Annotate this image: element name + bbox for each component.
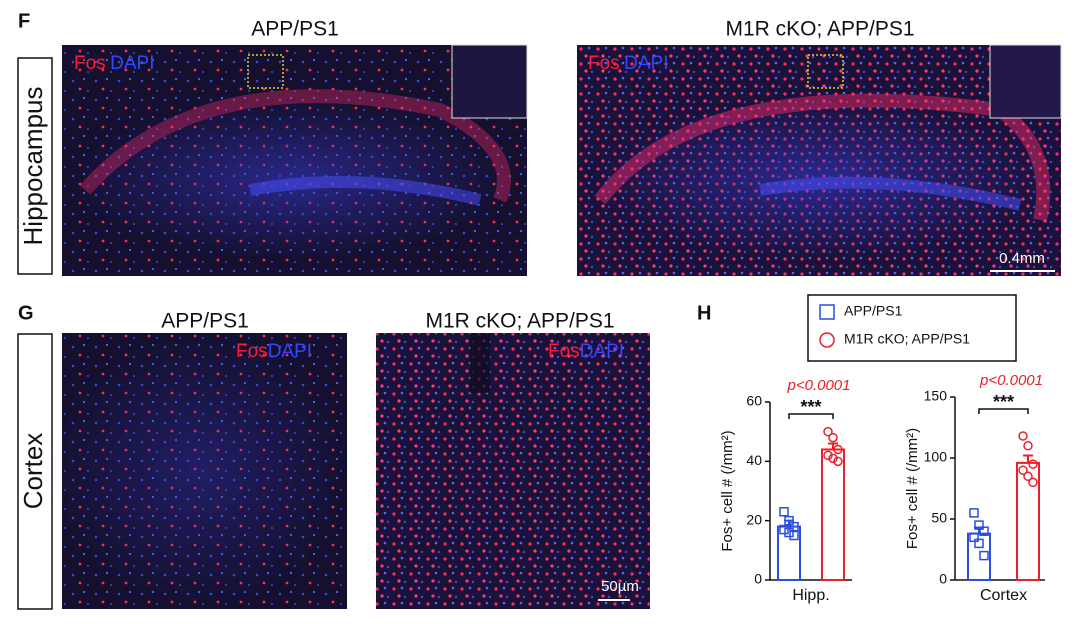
point <box>784 515 794 526</box>
x-tick-label: Hipp. <box>792 587 829 604</box>
stain-label: Fos DAPI <box>74 53 155 74</box>
y-tick-label: 150 <box>924 388 948 404</box>
bar <box>821 448 845 582</box>
y-tick-label: 20 <box>746 511 762 527</box>
error-bar <box>1023 454 1033 463</box>
point <box>789 521 799 532</box>
point <box>974 538 984 549</box>
error-bar <box>828 442 838 450</box>
y-axis-label: Fos+ cell # (/mm²) <box>719 430 736 551</box>
point <box>823 450 833 461</box>
point <box>823 426 833 437</box>
point <box>779 524 789 535</box>
y-tick-label: 60 <box>746 393 762 409</box>
micrograph <box>62 44 528 276</box>
legend-box <box>807 294 1017 362</box>
point <box>789 530 799 541</box>
x-tick-label: Cortex <box>980 587 1027 604</box>
point <box>979 526 989 536</box>
legend-marker <box>819 332 835 348</box>
point <box>974 520 984 530</box>
point <box>1028 477 1038 488</box>
point <box>833 444 843 455</box>
row-label-box <box>17 333 53 610</box>
point <box>828 453 838 464</box>
point <box>979 550 989 561</box>
point <box>1023 471 1033 482</box>
image-title: M1R cKO; APP/PS1 <box>725 18 914 41</box>
p-value: p<0.0001 <box>787 377 851 394</box>
panel-label: H <box>697 302 711 324</box>
point <box>833 456 843 467</box>
row-label: Hippocampus <box>18 87 48 246</box>
row-label-box <box>17 57 53 275</box>
panel-label: F <box>18 10 30 32</box>
point <box>1018 465 1028 475</box>
image-title: APP/PS1 <box>161 310 249 333</box>
point <box>1028 459 1038 469</box>
legend-marker <box>819 304 835 320</box>
legend-label: APP/PS1 <box>844 303 903 319</box>
point <box>969 532 979 543</box>
stain-label: Fos DAPI <box>588 53 669 74</box>
image-title: M1R cKO; APP/PS1 <box>425 310 614 333</box>
stain-label: FosDAPI <box>548 341 624 362</box>
point <box>828 432 838 443</box>
point <box>969 508 979 518</box>
row-label: Cortex <box>18 433 48 510</box>
image-title: APP/PS1 <box>251 18 339 41</box>
micrograph <box>50 330 350 610</box>
y-tick-label: 0 <box>754 571 762 587</box>
scale-bar-label: 0.4mm <box>999 250 1045 267</box>
y-tick-label: 0 <box>939 571 947 587</box>
point <box>784 527 794 538</box>
significance-stars: *** <box>800 397 821 417</box>
y-axis-label: Fos+ cell # (/mm²) <box>904 428 921 549</box>
y-tick-label: 40 <box>746 452 762 468</box>
y-tick-label: 50 <box>931 510 947 526</box>
p-value: p<0.0001 <box>979 372 1043 389</box>
significance-bracket <box>978 408 1029 414</box>
scale-bar-label: 50µm <box>601 578 639 595</box>
point <box>779 507 789 517</box>
point <box>1018 431 1028 441</box>
panel-label: G <box>18 302 34 324</box>
stain-label: FosDAPI <box>236 341 312 362</box>
micrograph <box>376 333 650 609</box>
micrograph <box>577 44 1062 276</box>
bar <box>777 525 801 581</box>
legend-label: M1R cKO; APP/PS1 <box>844 331 970 347</box>
y-tick-label: 100 <box>924 449 948 465</box>
significance-bracket <box>788 413 834 419</box>
significance-stars: *** <box>993 392 1014 412</box>
point <box>1023 441 1033 451</box>
